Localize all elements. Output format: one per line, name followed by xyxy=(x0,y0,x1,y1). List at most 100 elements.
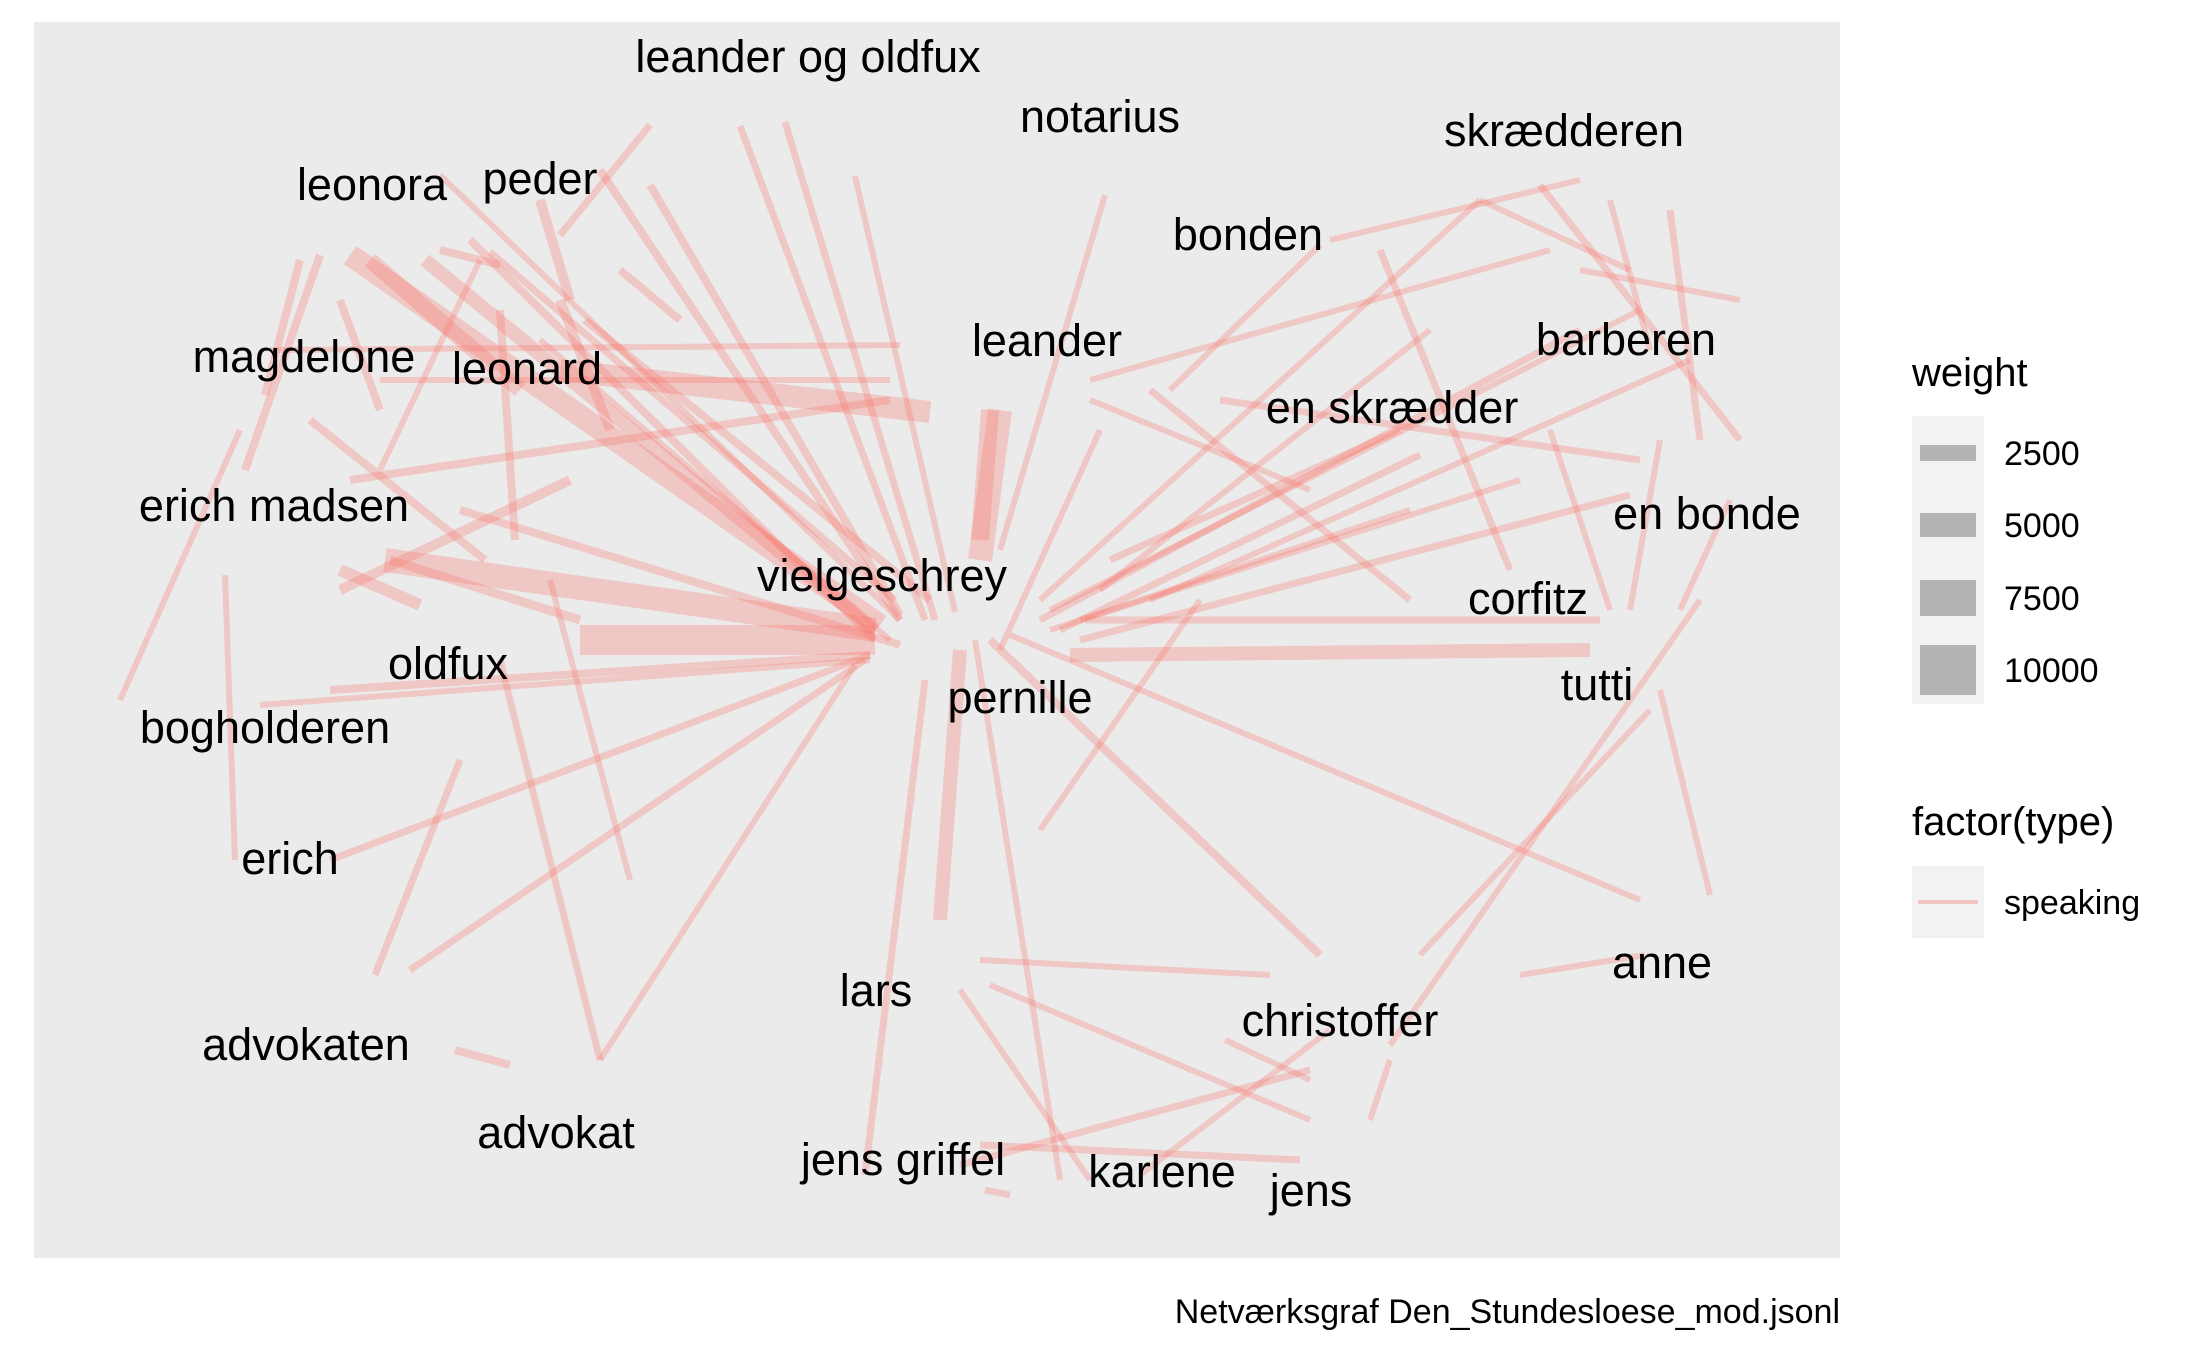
edge-48 xyxy=(222,574,238,861)
edge-10 xyxy=(467,237,878,643)
edge-4 xyxy=(343,245,887,635)
edge-6 xyxy=(596,167,904,623)
legend-weight-label-10000: 10000 xyxy=(2004,652,2099,690)
node-label-advokat: advokat xyxy=(477,1107,635,1158)
node-label-anne: anne xyxy=(1612,937,1712,988)
edge-63 xyxy=(1167,242,1323,393)
edge-83 xyxy=(1376,248,1514,572)
plot-panel xyxy=(34,22,1840,1258)
legend-weight-label-2500: 2500 xyxy=(2004,435,2080,473)
edge-26 xyxy=(1037,197,1483,603)
edge-59 xyxy=(979,957,1271,978)
edge-39 xyxy=(535,198,575,302)
edge-22 xyxy=(987,637,1323,958)
node-label-christoffer: christoffer xyxy=(1242,995,1439,1046)
node-label-vielgeschrey: vielgeschrey xyxy=(757,550,1008,601)
node-label-corfitz: corfitz xyxy=(1468,573,1588,624)
legend-weight: weight 2500 5000 7500 10000 xyxy=(1911,351,2099,704)
legend-weight-label-5000: 5000 xyxy=(2004,507,2080,545)
edge-8 xyxy=(487,249,898,603)
node-label-skraedderen: skrædderen xyxy=(1444,105,1684,156)
edge-layer xyxy=(117,120,1743,1199)
edge-73 xyxy=(1657,689,1713,896)
edge-14 xyxy=(329,651,871,694)
node-label-peder: peder xyxy=(482,153,597,204)
edge-54 xyxy=(388,555,582,625)
edge-16 xyxy=(328,651,872,864)
node-label-erich: erich xyxy=(241,833,339,884)
edge-35 xyxy=(971,409,999,541)
legend-type-title: factor(type) xyxy=(1912,800,2114,844)
edge-67 xyxy=(1607,199,1653,351)
legend-type-label-speaking: speaking xyxy=(2004,884,2140,922)
edge-66 xyxy=(1537,182,1743,443)
edge-12 xyxy=(383,548,877,642)
edge-27 xyxy=(1058,451,1422,634)
edge-72 xyxy=(1677,498,1733,612)
node-label-layer: leander og oldfux notarius skrædderen le… xyxy=(139,31,1801,1216)
edge-92 xyxy=(617,266,683,324)
edge-76 xyxy=(1387,598,1703,1047)
legend-type-key-background xyxy=(1912,866,1984,938)
edge-15 xyxy=(259,657,871,708)
edge-90 xyxy=(1148,357,1692,603)
edge-88 xyxy=(997,428,1103,652)
edge-80 xyxy=(1088,397,1312,493)
node-label-pernille: pernille xyxy=(947,672,1092,723)
edge-94 xyxy=(582,316,933,604)
edge-38 xyxy=(555,298,615,432)
edge-61 xyxy=(957,988,1093,1182)
node-label-jens: jens xyxy=(1268,1165,1353,1216)
edge-91 xyxy=(1223,1037,1312,1083)
edge-51 xyxy=(349,396,891,484)
edge-55 xyxy=(371,758,464,977)
edge-3 xyxy=(437,172,903,623)
edge-49 xyxy=(269,342,901,353)
legend-weight-label-7500: 7500 xyxy=(2004,580,2080,618)
edge-82 xyxy=(1147,387,1413,603)
edge-69 xyxy=(1579,267,1741,303)
edge-34 xyxy=(968,408,1012,562)
node-label-tutti: tutti xyxy=(1561,659,1634,710)
edge-40 xyxy=(241,253,324,472)
edge-62 xyxy=(979,1141,1301,1164)
edge-42 xyxy=(496,309,519,541)
edge-89 xyxy=(1108,426,1402,564)
edge-37 xyxy=(439,246,501,269)
edge-79 xyxy=(1138,1027,1332,1178)
edge-45 xyxy=(364,253,526,397)
edge-78 xyxy=(959,1066,1311,1169)
edge-70 xyxy=(1547,429,1613,611)
edge-87 xyxy=(1037,598,1203,832)
edge-20 xyxy=(933,649,967,921)
edge-56 xyxy=(496,659,604,1061)
edge-75 xyxy=(1519,952,1646,978)
edge-21 xyxy=(972,639,1063,1181)
node-label-leander-og-oldfux: leander og oldfux xyxy=(635,31,981,82)
edge-85 xyxy=(1049,477,1521,633)
edge-43 xyxy=(377,258,483,472)
edge-68 xyxy=(1666,209,1704,441)
edge-31 xyxy=(1079,507,1411,623)
node-label-bonden: bonden xyxy=(1173,209,1323,260)
edge-44 xyxy=(307,416,488,564)
edge-2 xyxy=(852,175,958,613)
node-label-notarius: notarius xyxy=(1020,91,1180,142)
edge-9 xyxy=(538,337,892,643)
edge-7 xyxy=(646,182,904,618)
edge-93 xyxy=(337,475,573,595)
edge-19 xyxy=(861,679,929,1176)
edge-60 xyxy=(988,982,1312,1123)
node-label-magdelone: magdelone xyxy=(193,331,416,382)
node-label-en-skraedder: en skrædder xyxy=(1266,382,1519,433)
legend-weight-title: weight xyxy=(1911,351,2028,395)
node-label-karlene: karlene xyxy=(1088,1146,1236,1197)
legend-type: factor(type) speaking xyxy=(1912,800,2140,938)
edge-23 xyxy=(1008,632,1642,903)
edge-64 xyxy=(1329,177,1581,243)
node-label-erich-madsen: erich madsen xyxy=(139,480,409,531)
edge-29 xyxy=(1069,643,1591,662)
edge-81 xyxy=(1219,396,1641,464)
plot-caption: Netværksgraf Den_Stundesloese_mod.jsonl xyxy=(1175,1293,1840,1331)
edge-58 xyxy=(453,1046,512,1069)
